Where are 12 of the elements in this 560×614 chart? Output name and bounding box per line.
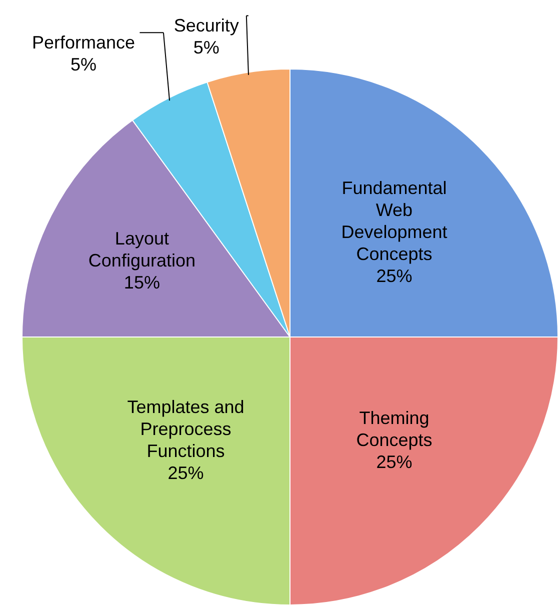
slice-label: Templates and Preprocess Functions bbox=[127, 397, 244, 462]
slice-label: Theming Concepts bbox=[356, 408, 432, 450]
slice-label: Security bbox=[174, 16, 239, 36]
data-label: 25% bbox=[376, 452, 412, 472]
data-label: 25% bbox=[376, 266, 412, 286]
data-label: 15% bbox=[124, 272, 160, 293]
data-label: 5% bbox=[193, 38, 220, 58]
slice-label: Layout Configuration bbox=[88, 228, 196, 271]
data-label: 5% bbox=[70, 54, 96, 75]
data-label: 25% bbox=[168, 463, 204, 484]
slice-label: Performance bbox=[32, 32, 135, 53]
slice-label: Fundamental Web Development Concepts bbox=[341, 178, 448, 264]
